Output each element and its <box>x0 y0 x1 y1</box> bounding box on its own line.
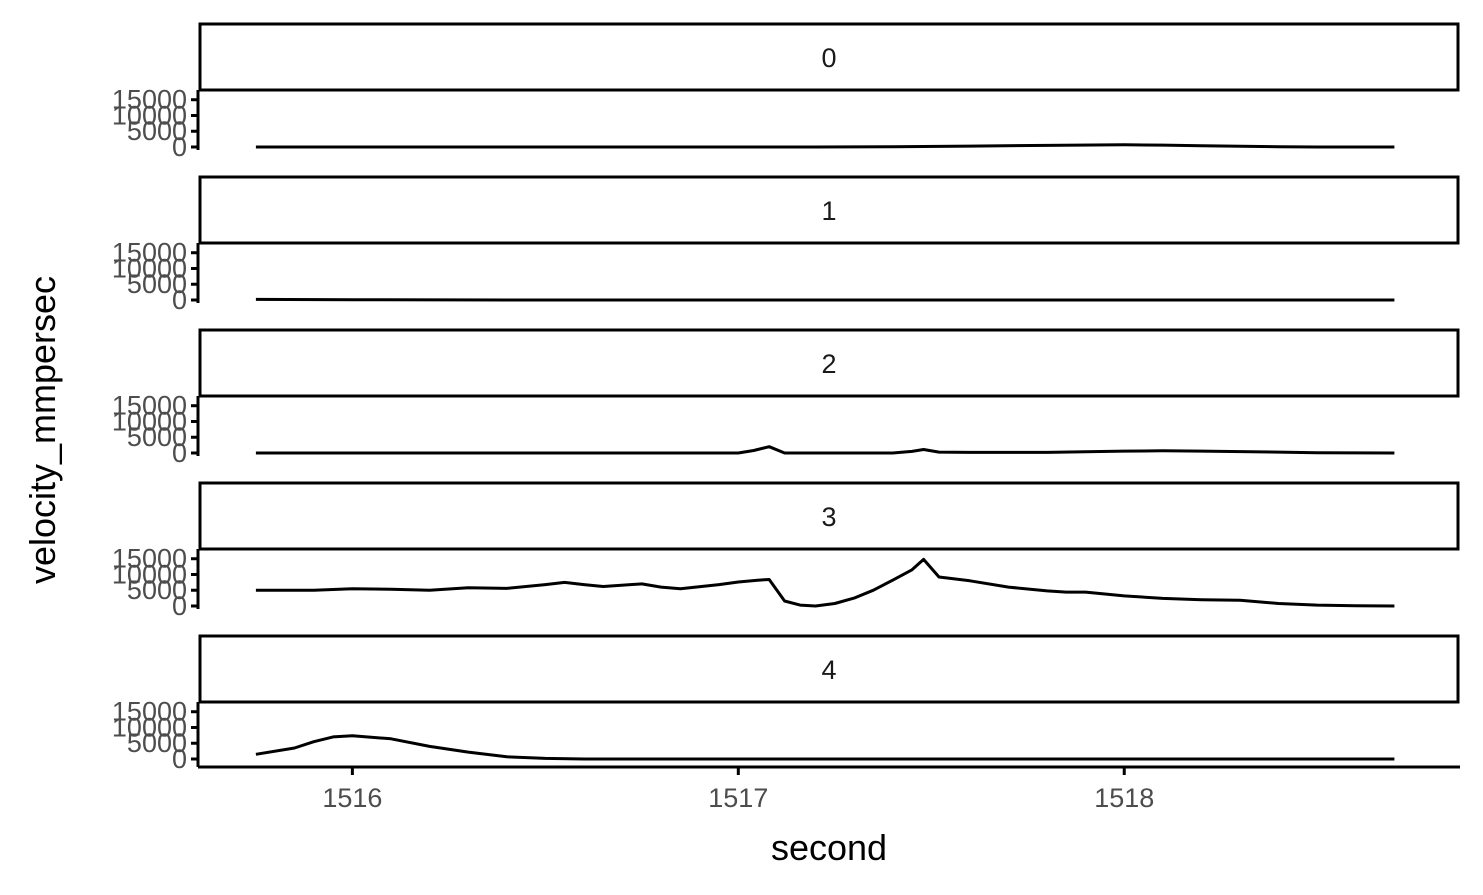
facet-strip-0 <box>198 22 1460 92</box>
facet-strip-label: 2 <box>821 349 836 379</box>
y-tick-label: 0 <box>172 591 187 621</box>
series-line-facet-2 <box>255 445 1395 455</box>
x-tick-label: 1518 <box>1094 783 1154 813</box>
y-tick-label: 15000 <box>112 238 187 268</box>
series-line-facet-1 <box>255 297 1395 302</box>
y-tick-label: 5000 <box>127 269 187 299</box>
facet-strip-label: 4 <box>821 655 836 685</box>
x-tick-label: 1516 <box>322 783 382 813</box>
y-tick-label: 15000 <box>112 697 187 727</box>
facet-strip-4 <box>198 634 1460 704</box>
y-tick-label: 10000 <box>112 406 187 436</box>
series-line-facet-0 <box>255 143 1395 149</box>
y-axis-title: velocity_mmpersec <box>22 276 63 584</box>
x-axis: 1516 1517 1518 <box>198 765 1460 813</box>
y-tick-label: 0 <box>172 132 187 162</box>
facet-strip-1 <box>198 175 1460 245</box>
y-tick-label: 5000 <box>127 575 187 605</box>
y-tick-label: 10000 <box>112 253 187 283</box>
y-tick-label: 0 <box>172 744 187 774</box>
x-tick-label: 1517 <box>708 783 768 813</box>
facet-strip-label: 3 <box>821 502 836 532</box>
series-line-facet-3 <box>255 557 1395 608</box>
y-tick-label: 0 <box>172 285 187 315</box>
y-tick-label: 15000 <box>112 85 187 115</box>
panels-layer: 0050001000015000105000100001500020500010… <box>112 22 1460 774</box>
facet-strip-label: 1 <box>821 196 836 226</box>
y-tick-label: 5000 <box>127 422 187 452</box>
series-line-facet-4 <box>255 734 1395 761</box>
facet-strip-2 <box>198 328 1460 398</box>
y-tick-label: 15000 <box>112 391 187 421</box>
y-tick-label: 10000 <box>112 712 187 742</box>
facet-strip-label: 0 <box>821 43 836 73</box>
y-tick-label: 0 <box>172 438 187 468</box>
y-tick-label: 5000 <box>127 116 187 146</box>
facet-strip-3 <box>198 481 1460 551</box>
y-tick-label: 15000 <box>112 544 187 574</box>
y-tick-label: 10000 <box>112 559 187 589</box>
y-tick-label: 10000 <box>112 100 187 130</box>
x-axis-title: second <box>771 827 887 868</box>
y-tick-label: 5000 <box>127 728 187 758</box>
